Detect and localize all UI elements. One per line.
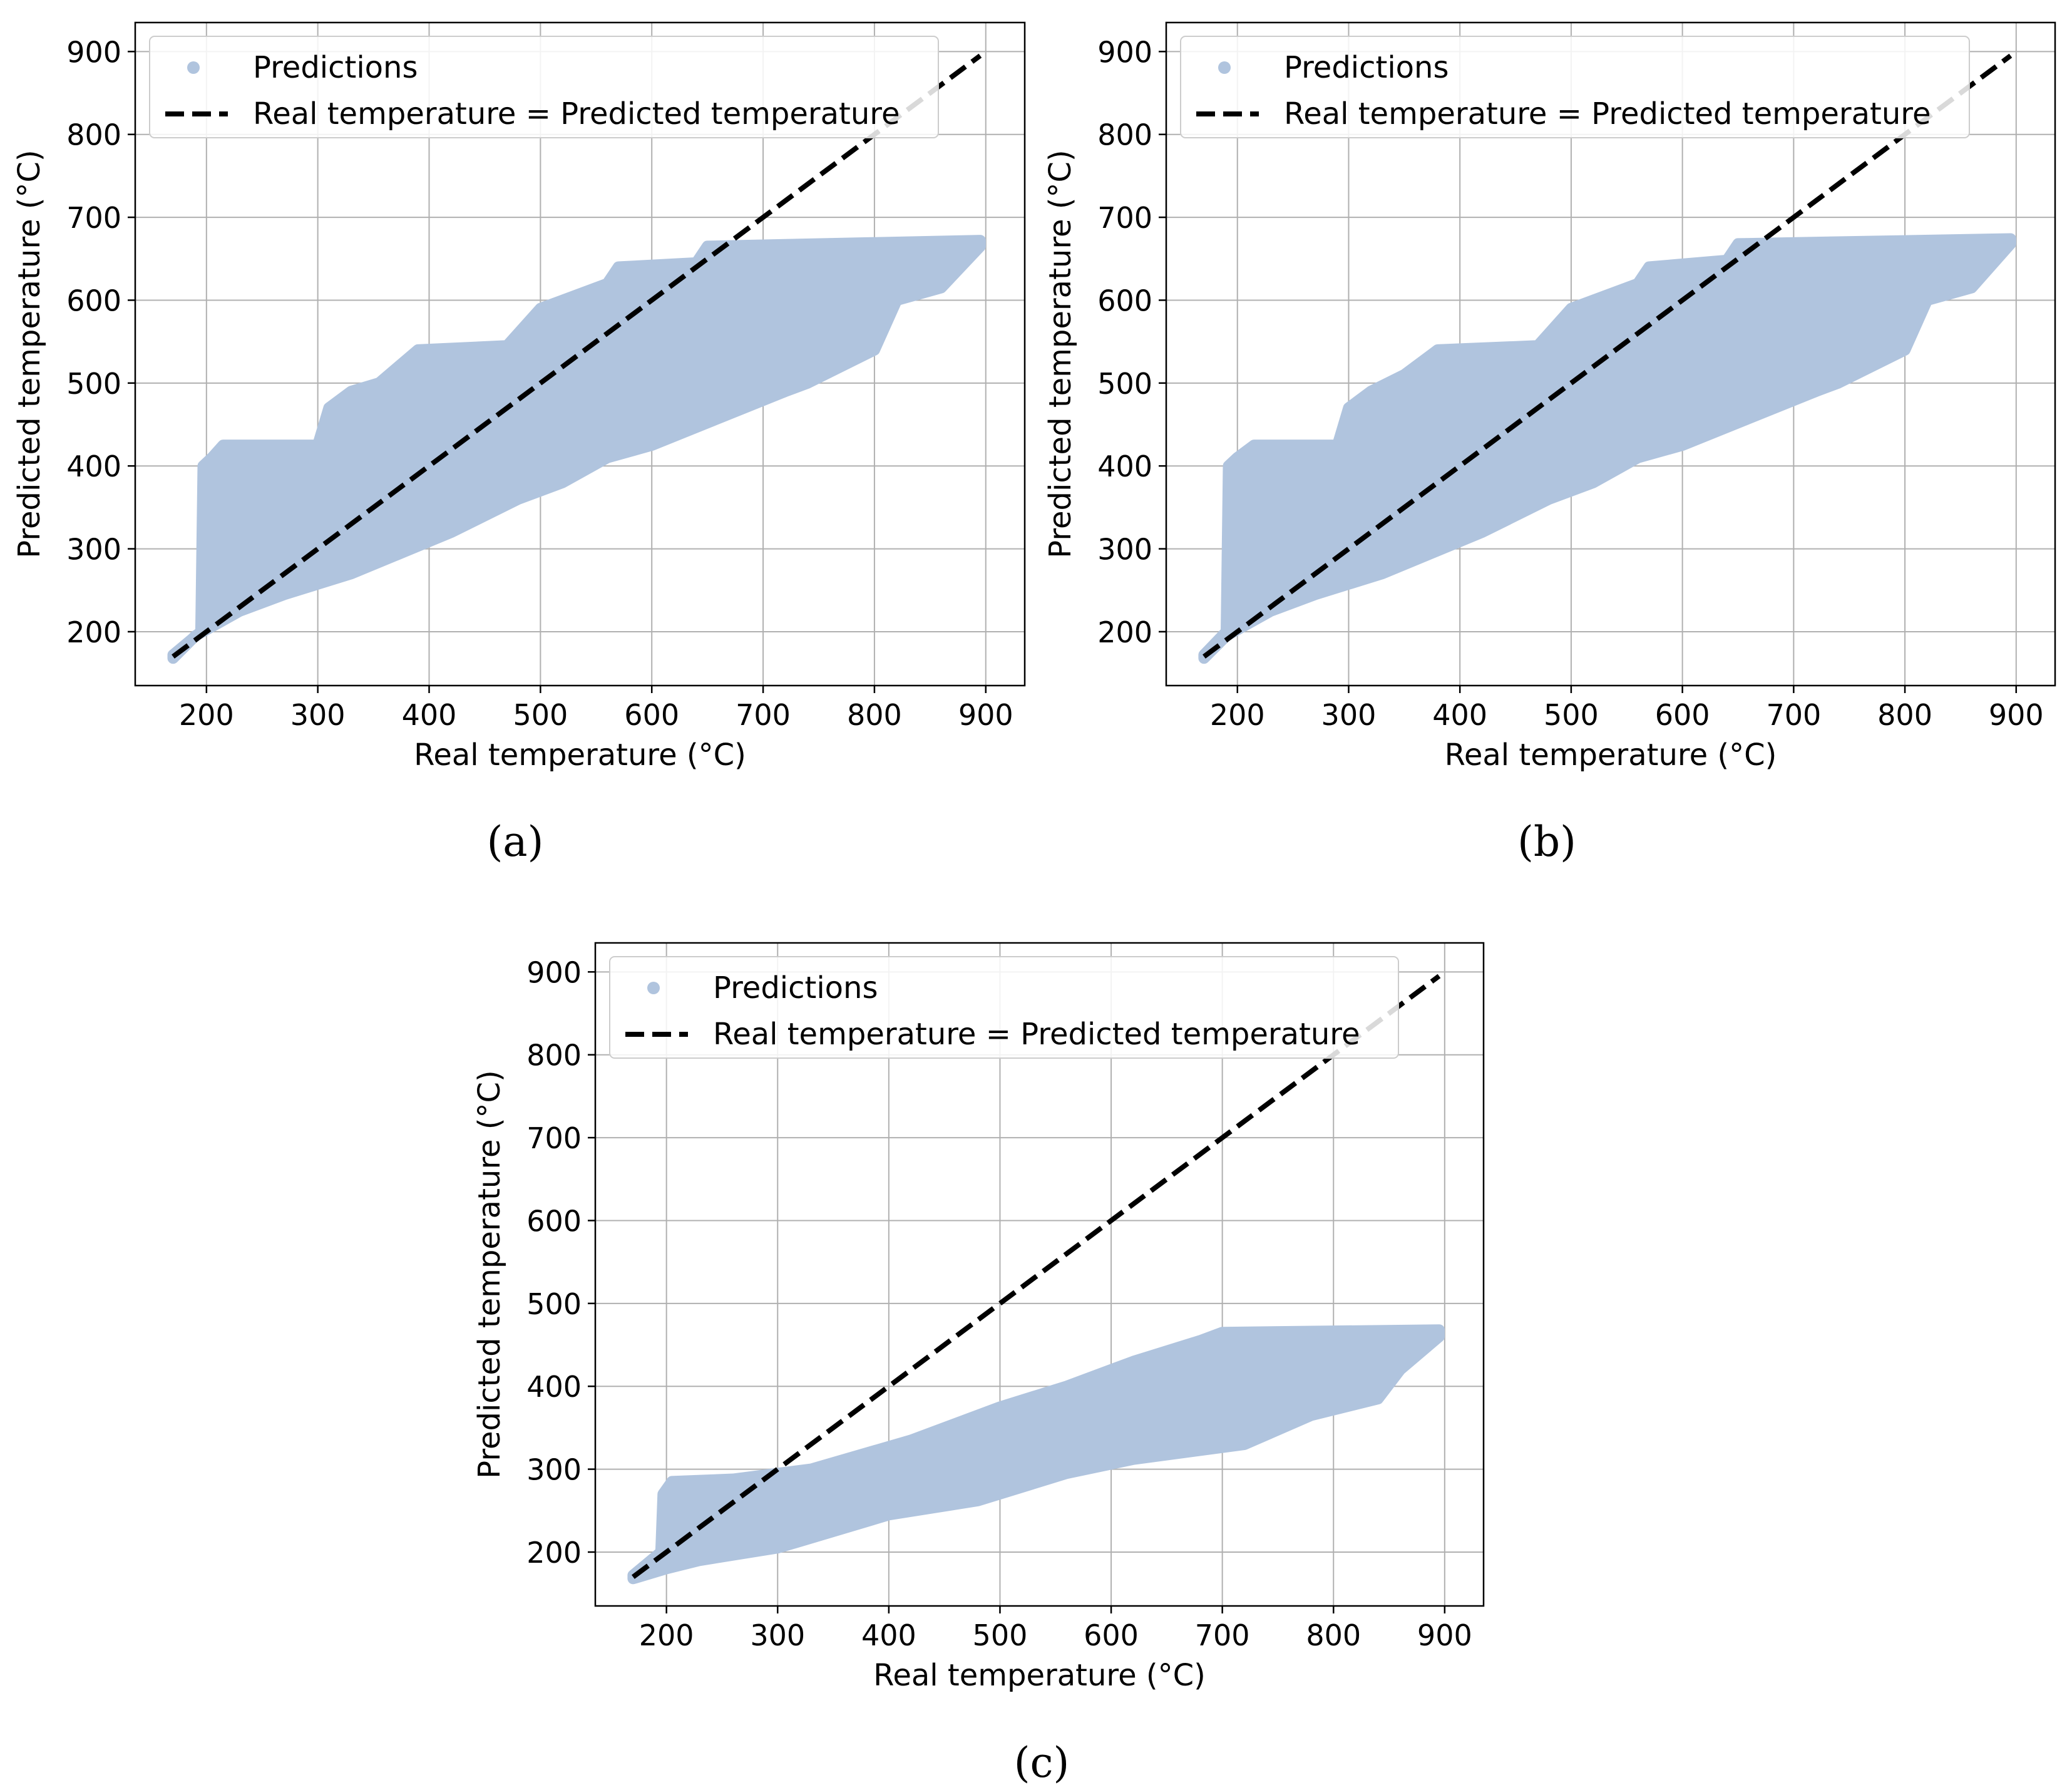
x-tick-label: 500 — [513, 698, 568, 732]
legend-marker-predictions — [1218, 61, 1231, 74]
plot-area — [627, 974, 1445, 1585]
panel-caption: (c) — [1014, 1739, 1069, 1785]
y-tick-label: 600 — [66, 284, 121, 317]
legend-label-predictions: Predictions — [1284, 50, 1449, 85]
legend-label-identity-line: Real temperature = Predicted temperature — [713, 1017, 1360, 1052]
panel-caption: (a) — [487, 818, 544, 866]
y-tick-label: 400 — [66, 450, 121, 483]
y-tick-label: 500 — [526, 1287, 582, 1321]
legend-box — [149, 36, 939, 138]
axes-frame — [594, 942, 1485, 1607]
legend-label-identity-line: Real temperature = Predicted temperature — [253, 96, 900, 131]
x-axis-label: Real temperature (°C) — [1445, 738, 1777, 773]
y-tick-label: 800 — [526, 1039, 582, 1073]
x-tick-label: 700 — [736, 698, 791, 732]
y-tick-label: 500 — [1097, 367, 1152, 401]
y-tick-label: 800 — [1097, 118, 1152, 152]
y-tick-label: 700 — [1097, 201, 1152, 235]
x-tick-label: 200 — [179, 698, 234, 732]
x-tick-label: 300 — [290, 698, 346, 732]
x-tick-label: 900 — [1417, 1618, 1472, 1652]
identity-line — [631, 974, 1441, 1579]
identity-line — [1203, 53, 2013, 659]
y-tick-label: 500 — [66, 367, 121, 401]
chart-panel-c: 200 300 400 500 600 700 800 900 200 300 400 500 600 7… — [472, 942, 1485, 1785]
x-tick-label: 200 — [1210, 698, 1265, 732]
x-tick-label: 200 — [639, 1618, 694, 1652]
y-tick-label: 600 — [526, 1204, 582, 1238]
y-axis-label: Predicted temperature (°C) — [472, 1070, 507, 1479]
y-tick-label: 300 — [526, 1453, 582, 1487]
y-tick-label: 200 — [66, 615, 121, 649]
y-tick-label: 900 — [66, 35, 121, 69]
x-axis-label: Real temperature (°C) — [414, 738, 746, 773]
legend-marker-predictions — [647, 982, 660, 994]
x-axis-label: Real temperature (°C) — [873, 1658, 1206, 1693]
plot-area — [167, 53, 986, 664]
chart-panel-a: 200 300 400 500 600 700 800 900 200 300 400 500 600 7… — [12, 21, 1026, 866]
plot-area — [1198, 53, 2016, 664]
x-tick-label: 700 — [1195, 1618, 1250, 1652]
legend-label-identity-line: Real temperature = Predicted temperature — [1284, 96, 1931, 131]
y-tick-label: 400 — [1097, 450, 1152, 483]
y-tick-label: 200 — [1097, 615, 1152, 649]
x-tick-label: 300 — [750, 1618, 805, 1652]
y-tick-label: 300 — [1097, 533, 1152, 567]
x-tick-label: 600 — [1655, 698, 1710, 732]
x-tick-label: 300 — [1321, 698, 1377, 732]
y-tick-label: 900 — [1097, 35, 1152, 69]
axes-frame — [134, 21, 1026, 687]
legend-box — [609, 956, 1399, 1059]
x-tick-label: 800 — [1877, 698, 1932, 732]
predictions-scatter — [627, 1324, 1445, 1585]
x-tick-label: 900 — [958, 698, 1013, 732]
x-tick-label: 800 — [1306, 1618, 1361, 1652]
y-tick-label: 800 — [66, 118, 121, 152]
identity-line — [172, 53, 982, 659]
predictions-scatter — [1198, 233, 2016, 664]
x-tick-label: 700 — [1766, 698, 1821, 732]
y-axis-label: Predicted temperature (°C) — [12, 150, 47, 558]
panel-caption: (b) — [1517, 818, 1576, 866]
x-tick-label: 600 — [624, 698, 679, 732]
x-tick-label: 400 — [1432, 698, 1487, 732]
chart-panel-b: 200 300 400 500 600 700 800 900 200 300 400 500 600 7… — [1043, 21, 2056, 866]
y-tick-label: 900 — [526, 955, 582, 989]
x-tick-label: 900 — [1989, 698, 2044, 732]
x-tick-label: 500 — [973, 1618, 1028, 1652]
y-tick-label: 300 — [66, 533, 121, 567]
y-axis-label: Predicted temperature (°C) — [1043, 150, 1078, 558]
x-tick-label: 500 — [1544, 698, 1599, 732]
y-tick-label: 400 — [526, 1370, 582, 1404]
x-tick-label: 400 — [861, 1618, 916, 1652]
predictions-scatter — [167, 235, 986, 664]
y-tick-label: 700 — [66, 201, 121, 235]
legend-label-predictions: Predictions — [713, 970, 878, 1006]
y-tick-label: 700 — [526, 1121, 582, 1155]
y-tick-label: 200 — [526, 1536, 582, 1570]
axes-frame — [1165, 21, 2056, 687]
x-tick-label: 800 — [847, 698, 902, 732]
y-tick-label: 600 — [1097, 284, 1152, 317]
legend-box — [1180, 36, 1970, 138]
x-tick-label: 400 — [402, 698, 457, 732]
x-tick-label: 600 — [1084, 1618, 1139, 1652]
legend-label-predictions: Predictions — [253, 50, 418, 85]
legend-marker-predictions — [187, 61, 200, 74]
